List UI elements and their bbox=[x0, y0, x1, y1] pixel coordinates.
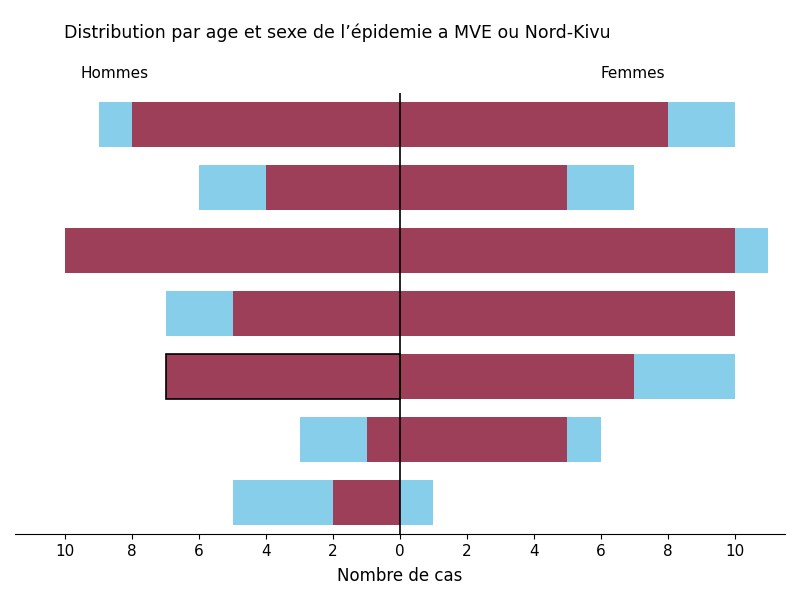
Bar bbox=[166, 354, 400, 399]
Bar bbox=[567, 165, 634, 210]
Bar bbox=[98, 102, 132, 147]
X-axis label: Nombre de cas: Nombre de cas bbox=[338, 567, 462, 585]
Bar bbox=[400, 291, 734, 336]
Bar bbox=[734, 228, 768, 273]
Bar bbox=[333, 480, 400, 525]
Bar bbox=[199, 165, 266, 210]
Bar bbox=[400, 354, 634, 399]
Bar bbox=[567, 417, 601, 462]
Bar bbox=[634, 354, 734, 399]
Bar bbox=[400, 165, 567, 210]
Bar bbox=[166, 291, 233, 336]
Bar bbox=[132, 102, 400, 147]
Text: Distribution par age et sexe de l’épidemie a MVE ou Nord-Kivu: Distribution par age et sexe de l’épidem… bbox=[64, 24, 610, 43]
Text: Hommes: Hommes bbox=[80, 66, 148, 81]
Bar bbox=[166, 354, 400, 399]
Bar bbox=[233, 291, 400, 336]
Bar bbox=[266, 165, 400, 210]
Bar bbox=[400, 228, 734, 273]
Bar bbox=[233, 480, 333, 525]
Bar bbox=[400, 480, 434, 525]
Bar bbox=[66, 228, 400, 273]
Text: Femmes: Femmes bbox=[600, 66, 665, 81]
Bar bbox=[668, 102, 734, 147]
Bar bbox=[400, 417, 567, 462]
Bar bbox=[299, 417, 366, 462]
Bar bbox=[400, 102, 668, 147]
Bar bbox=[366, 417, 400, 462]
